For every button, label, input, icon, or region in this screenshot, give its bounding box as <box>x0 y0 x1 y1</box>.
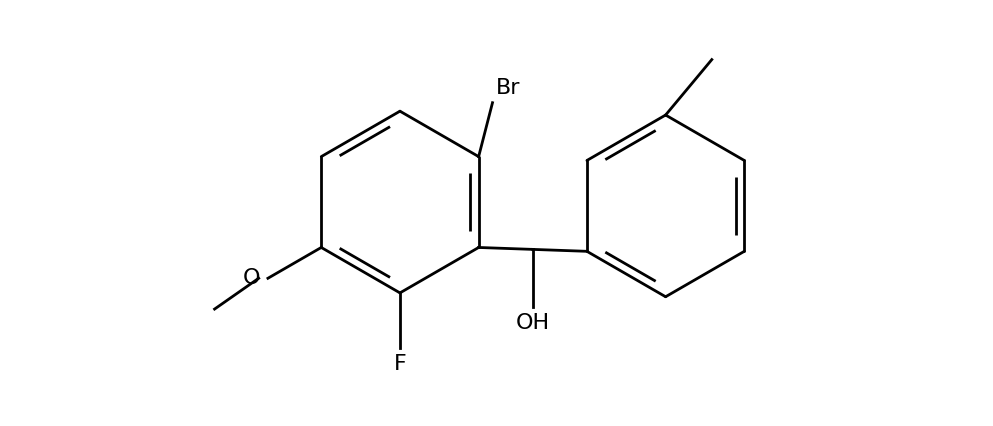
Text: F: F <box>393 354 406 374</box>
Text: OH: OH <box>515 313 550 333</box>
Text: Br: Br <box>496 78 520 98</box>
Text: O: O <box>242 268 260 288</box>
